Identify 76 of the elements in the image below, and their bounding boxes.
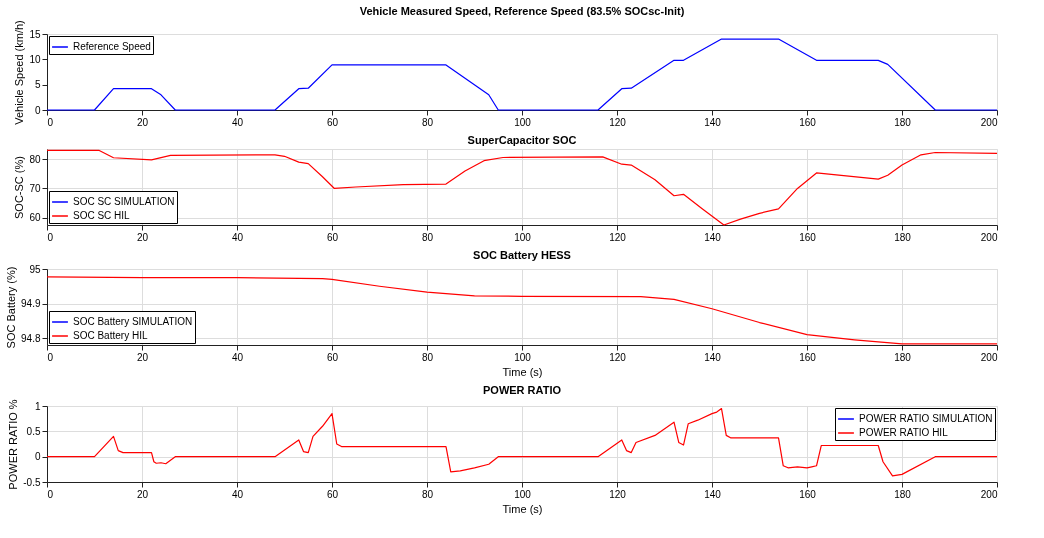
y-tick-label: 94.9 bbox=[21, 298, 41, 310]
x-tick-label: 160 bbox=[799, 488, 817, 500]
y-tick-label: 94.8 bbox=[21, 332, 41, 344]
x-tick-label: 40 bbox=[231, 231, 244, 243]
x-tick-label: 0 bbox=[47, 351, 54, 363]
x-tick-label: 40 bbox=[231, 488, 244, 500]
x-tick-label: 120 bbox=[609, 231, 627, 243]
x-tick-label: 120 bbox=[609, 351, 627, 363]
y-tick-label: 60 bbox=[29, 212, 41, 224]
legend-label: POWER RATIO SIMULATION bbox=[859, 413, 993, 424]
x-tick-label: 0 bbox=[47, 488, 54, 500]
legend-label: SOC SC SIMULATION bbox=[73, 196, 175, 207]
x-tick-label: 0 bbox=[47, 116, 54, 128]
y-tick-label: 0 bbox=[34, 104, 41, 116]
x-tick-label: 160 bbox=[799, 116, 817, 128]
x-tick-label: 20 bbox=[136, 116, 149, 128]
x-tick-label: 140 bbox=[704, 488, 722, 500]
x-tick-label: 180 bbox=[894, 116, 912, 128]
x-tick-label: 40 bbox=[231, 351, 244, 363]
x-tick-label: 120 bbox=[609, 488, 627, 500]
x-tick-label: 100 bbox=[514, 488, 532, 500]
x-tick-label: 0 bbox=[47, 231, 54, 243]
y-tick-label: 1 bbox=[34, 400, 41, 412]
x-tick-label: 160 bbox=[799, 231, 817, 243]
legend-label: SOC Battery SIMULATION bbox=[73, 316, 193, 327]
x-tick-label: 80 bbox=[421, 488, 434, 500]
x-tick-label: 140 bbox=[704, 116, 722, 128]
x-tick-label: 40 bbox=[231, 116, 244, 128]
x-tick-label: 140 bbox=[704, 231, 722, 243]
x-tick-label: 20 bbox=[136, 231, 149, 243]
legend-label: SOC SC HIL bbox=[73, 210, 131, 221]
y-tick-label: 15 bbox=[29, 28, 41, 40]
y-tick-label: 10 bbox=[29, 53, 41, 65]
x-tick-label: 180 bbox=[894, 351, 912, 363]
chart-title: Vehicle Measured Speed, Reference Speed (83.5% SOCsc-Init) bbox=[359, 4, 685, 17]
x-tick-label: 80 bbox=[421, 116, 434, 128]
y-axis-title: Vehicle Speed (km/h) bbox=[13, 20, 26, 125]
x-tick-label: 200 bbox=[980, 231, 998, 243]
y-tick-label: 0 bbox=[34, 451, 41, 463]
line-series bbox=[46, 407, 998, 477]
x-tick-label: 200 bbox=[980, 351, 998, 363]
y-axis-title: SOC-SC (%) bbox=[13, 156, 26, 219]
x-tick-label: 60 bbox=[326, 488, 339, 500]
y-axis-title: SOC Battery (%) bbox=[5, 266, 18, 349]
chart-title: SuperCapacitor SOC bbox=[467, 134, 577, 146]
legend-label: POWER RATIO HIL bbox=[859, 427, 949, 438]
x-tick-label: 100 bbox=[514, 351, 532, 363]
x-tick-label: 20 bbox=[136, 351, 149, 363]
y-tick-label: -0.5 bbox=[23, 476, 41, 488]
x-tick-label: 100 bbox=[514, 116, 532, 128]
x-tick-label: 60 bbox=[326, 116, 339, 128]
y-axis-title: POWER RATIO % bbox=[7, 399, 20, 490]
x-tick-label: 200 bbox=[980, 116, 998, 128]
x-tick-label: 180 bbox=[894, 231, 912, 243]
y-tick-label: 95 bbox=[29, 263, 41, 275]
x-tick-label: 100 bbox=[514, 231, 532, 243]
x-tick-label: 60 bbox=[326, 231, 339, 243]
x-axis-title: Time (s) bbox=[502, 365, 543, 378]
chart-title: POWER RATIO bbox=[482, 383, 562, 396]
x-tick-label: 200 bbox=[980, 488, 998, 500]
legend-label: SOC Battery HIL bbox=[73, 330, 148, 341]
legend-label: Reference Speed bbox=[73, 41, 151, 52]
x-tick-label: 80 bbox=[421, 351, 434, 363]
x-tick-label: 60 bbox=[326, 351, 339, 363]
y-tick-label: 5 bbox=[34, 79, 41, 91]
x-tick-label: 180 bbox=[894, 488, 912, 500]
x-tick-label: 20 bbox=[136, 488, 149, 500]
x-tick-label: 80 bbox=[421, 231, 434, 243]
x-tick-label: 120 bbox=[609, 116, 627, 128]
chart-title: SOC Battery HESS bbox=[473, 249, 571, 261]
y-tick-label: 0.5 bbox=[26, 425, 41, 437]
y-tick-label: 70 bbox=[29, 182, 41, 194]
x-tick-label: 160 bbox=[799, 351, 817, 363]
y-tick-label: 80 bbox=[29, 153, 41, 165]
x-tick-label: 140 bbox=[704, 351, 722, 363]
x-axis-title: Time (s) bbox=[502, 502, 543, 515]
